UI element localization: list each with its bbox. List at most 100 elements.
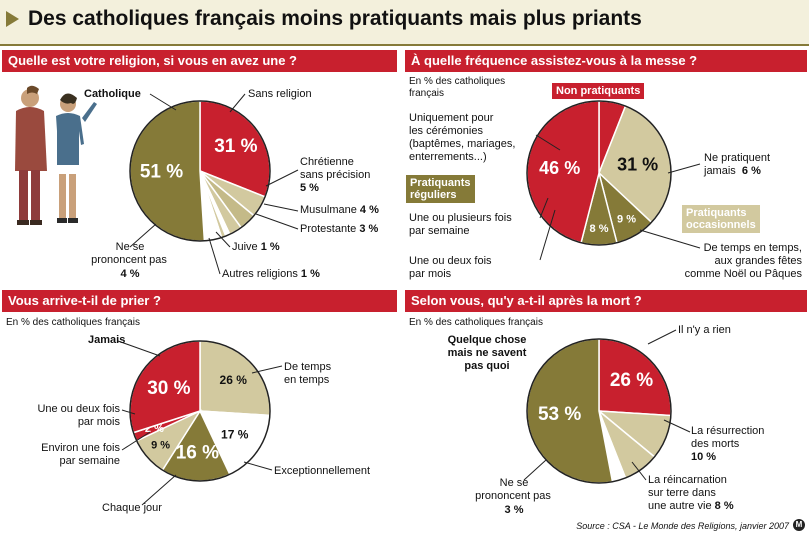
leader-line xyxy=(663,419,691,433)
tag-reguliers: Pratiquants réguliers xyxy=(406,175,475,203)
label-catholique: Catholique xyxy=(84,88,141,100)
label-resur-pct: 10 % xyxy=(691,451,717,463)
leader-line xyxy=(243,461,273,471)
leader-line xyxy=(129,223,157,248)
slice-label-il-n-y-a-rien: 26 % xyxy=(610,370,653,391)
leader-line xyxy=(631,461,647,481)
label-temps-2: aux grandes fêtes xyxy=(714,255,802,267)
slice-label-une-ou-deux-fois-par-mois: 9 % xyxy=(617,214,636,226)
leader-line xyxy=(149,93,177,111)
label-prier-mois-1: Une ou deux fois xyxy=(37,403,120,415)
title-arrow-icon xyxy=(6,11,19,27)
label-prier-semaine-2: par semaine xyxy=(59,455,120,467)
leader-line xyxy=(255,213,299,230)
leader-line xyxy=(208,237,221,275)
tag-non-pratiquants: Non pratiquants xyxy=(552,83,645,99)
leader-line xyxy=(639,229,701,249)
label-plusieurs-2: par semaine xyxy=(409,225,470,237)
leader-line xyxy=(251,365,283,374)
leader-line xyxy=(117,340,161,357)
label-nsp-pct: 4 % xyxy=(120,268,140,280)
label-rien: Il n'y a rien xyxy=(678,324,731,336)
label-ceremonies-4: enterrements...) xyxy=(409,151,487,163)
mort-subtitle: En % des catholiques français xyxy=(409,317,543,328)
label-qqch-2: mais ne savent xyxy=(447,347,527,359)
label-qqch-3: pas quoi xyxy=(464,360,510,372)
pie-chart-4: 26 % 53 % xyxy=(526,338,672,484)
pie-outline-2 xyxy=(526,100,672,246)
label-chretienne-1: Chrétienne xyxy=(300,156,354,168)
label-qqch-1: Quelque chose xyxy=(447,334,527,346)
label-ceremonies-2: les cérémonies xyxy=(409,125,483,137)
label-chretienne-2: sans précision xyxy=(300,169,371,181)
leader-line xyxy=(263,203,299,212)
label-resur-1: La résurrection xyxy=(691,425,765,437)
pie-chart-2: 31 % 9 % 8 % 46 % xyxy=(526,100,672,246)
label-unedeux-1: Une ou deux fois xyxy=(409,255,492,267)
slice-label-exceptionnellement: 17 % xyxy=(221,428,249,442)
label-temps-3: comme Noël ou Pâques xyxy=(684,268,802,280)
messe-heading: À quelle fréquence assistez-vous à la me… xyxy=(405,50,807,72)
prier-heading: Vous arrive-t-il de prier ? xyxy=(2,290,397,312)
label-juive: Juive 1 % xyxy=(232,241,280,253)
pie-outline-4 xyxy=(526,338,672,484)
label-mort-nsp-2: prononcent pas xyxy=(475,490,551,502)
label-reinc-2: sur terre dans xyxy=(648,487,716,499)
label-ceremonies-1: Uniquement pour xyxy=(409,112,494,124)
slice-label-une-ou-plusieurs-fois-par-semaine: 8 % xyxy=(590,223,609,235)
slice-label-de-temps-en-temps: 26 % xyxy=(220,373,248,387)
label-prier-temps-2: en temps xyxy=(284,374,330,386)
label-jamais-1: Ne pratiquent xyxy=(704,152,771,164)
slice-label-catholique: 51 % xyxy=(140,162,183,183)
messe-subtitle-1: En % des catholiques xyxy=(409,76,506,87)
prier-subtitle: En % des catholiques français xyxy=(6,317,140,328)
label-ceremonies-3: (baptêmes, mariages, xyxy=(409,138,516,150)
label-unedeux-2: par mois xyxy=(409,268,452,280)
pie-chart-3: 26 %17 %16 %9 %2 %30 % xyxy=(129,340,271,482)
couple-illustration xyxy=(15,85,97,225)
label-prier-except: Exceptionnellement xyxy=(274,465,371,477)
leader-line xyxy=(523,459,547,481)
leader-line xyxy=(265,169,299,187)
leader-line xyxy=(539,209,556,261)
tag-occasionnels: Pratiquants occasionnels xyxy=(682,205,760,233)
label-prier-temps-1: De temps xyxy=(284,361,332,373)
label-prier-mois-2: par mois xyxy=(77,416,120,428)
label-jamais-2: jamais 6 % xyxy=(704,165,761,177)
messe-subtitle-2: français xyxy=(409,88,445,99)
leader-line xyxy=(667,163,701,174)
pie-chart-1: 31 % 51 % xyxy=(129,100,271,242)
label-reinc-1: La réincarnation xyxy=(648,474,727,486)
slice-label-de-temps-en-temps-aux-grandes-fetes-comme-noel-ou-paques: 31 % xyxy=(617,154,658,174)
pie-outline-1 xyxy=(129,100,271,242)
slice-label-sans-religion: 31 % xyxy=(214,136,257,157)
mort-heading: Selon vous, qu'y a-t-il après la mort ? xyxy=(405,290,807,312)
publisher-logo: M xyxy=(793,519,805,531)
label-prier-semaine-1: Environ une fois xyxy=(41,442,120,454)
pie-outline-3 xyxy=(129,340,271,482)
label-mort-nsp-pct: 3 % xyxy=(504,504,524,516)
leader-line xyxy=(647,329,677,345)
leader-line xyxy=(141,474,177,506)
page-title: Des catholiques français moins pratiquan… xyxy=(28,7,642,30)
title-bar: Des catholiques français moins pratiquan… xyxy=(0,0,809,46)
slice-label-chaque-jour: 16 % xyxy=(176,442,219,463)
label-reinc-3: une autre vie 8 % xyxy=(648,500,734,512)
label-chretienne-pct: 5 % xyxy=(300,182,319,194)
label-musulmane: Musulmane 4 % xyxy=(300,204,379,216)
leader-line xyxy=(121,431,151,451)
label-protestante: Protestante 3 % xyxy=(300,223,379,235)
religion-heading: Quelle est votre religion, si vous en av… xyxy=(2,50,397,72)
leader-line xyxy=(215,231,231,248)
slice-label-jamais: 30 % xyxy=(147,378,190,399)
source-note: Source : CSA - Le Monde des Religions, j… xyxy=(576,521,789,531)
label-prier-jamais: Jamais xyxy=(88,334,126,346)
slice-label-environ-une-fois-par-semaine: 9 % xyxy=(151,440,170,452)
label-autres: Autres religions 1 % xyxy=(222,268,320,280)
label-sans-religion: Sans religion xyxy=(248,88,312,100)
leader-line xyxy=(535,134,561,151)
leader-line xyxy=(539,197,549,219)
label-mort-nsp-1: Ne se xyxy=(499,477,529,489)
label-resur-2: des morts xyxy=(691,438,740,450)
